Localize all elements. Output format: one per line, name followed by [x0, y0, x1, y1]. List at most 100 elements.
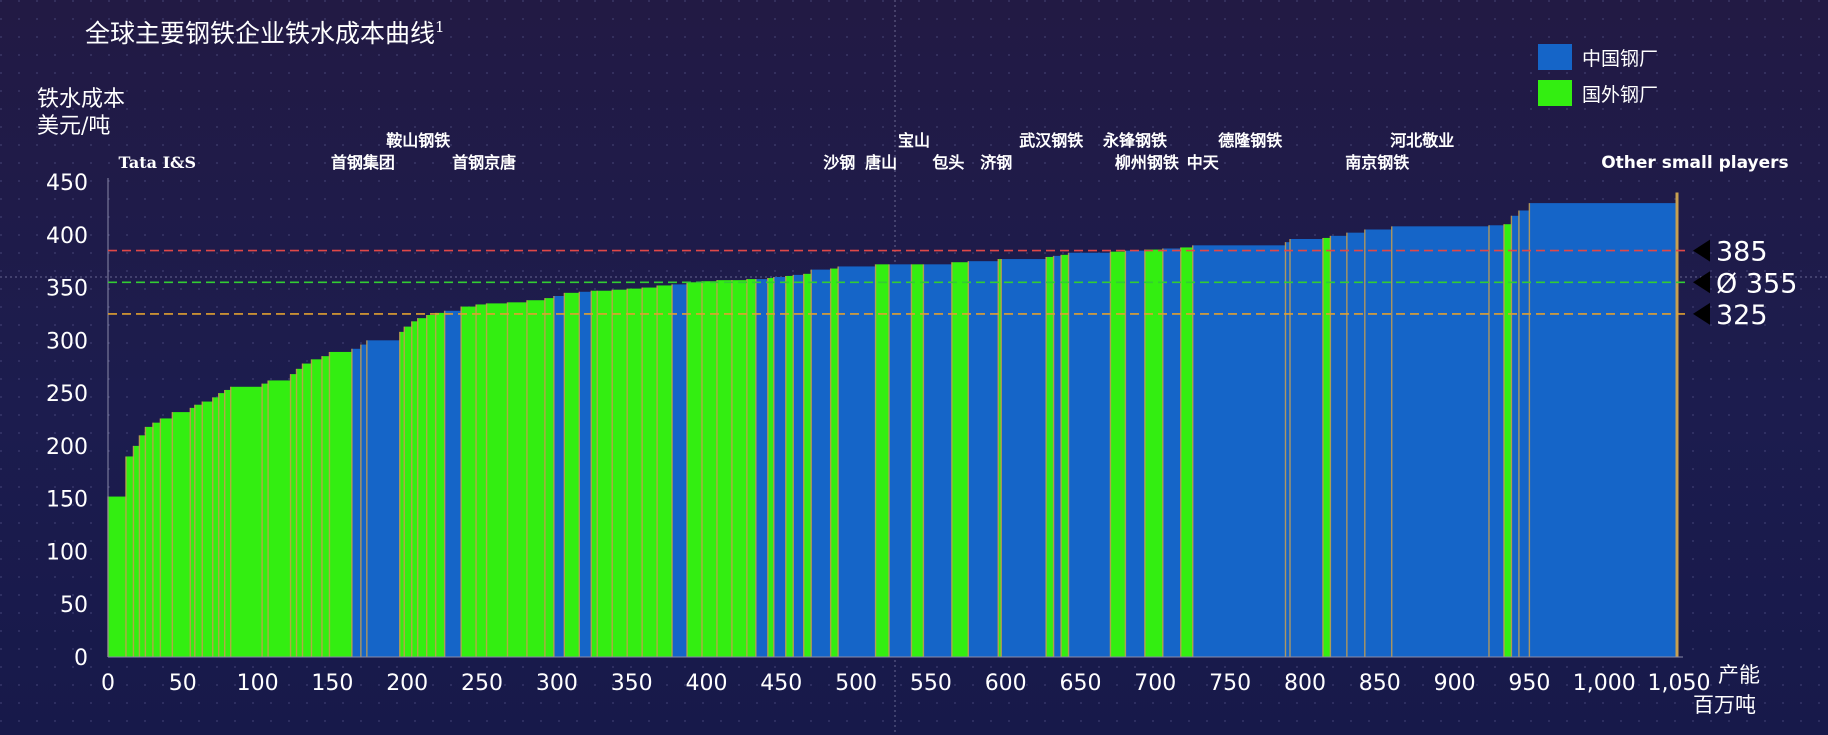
bar-segment [998, 259, 1002, 657]
bar-segment [1391, 226, 1489, 657]
y-tick-label: 350 [46, 277, 88, 302]
bar-segment [968, 261, 999, 657]
bar-segment [1180, 247, 1193, 657]
bar-segment [1046, 256, 1054, 657]
bar-segment [526, 300, 545, 657]
bar-segment [366, 340, 400, 657]
legend-swatch-foreign [1538, 80, 1572, 106]
bar-segment [1285, 242, 1290, 658]
company-label: 南京钢铁 [1345, 153, 1409, 172]
bar-segment [202, 401, 213, 657]
bar-segment [687, 282, 702, 657]
bar-segment [1192, 245, 1286, 657]
bar-segment [830, 268, 839, 657]
reference-line-label: Ø 355 [1716, 268, 1797, 299]
x-tick-label: 100 [237, 671, 279, 696]
bar-segment [133, 445, 140, 657]
bar-segment [1364, 229, 1392, 657]
bar-segment [1125, 250, 1145, 658]
bar-segment [1529, 203, 1677, 658]
bar-segment [212, 397, 219, 657]
axes-layer: 0 50 100 150 200 250 300 350 400 450 0 50 100 150 200 2… [46, 171, 1710, 696]
company-label: 宝山 [898, 131, 930, 150]
bar-segment [564, 292, 580, 657]
y-tick-label: 150 [46, 488, 88, 513]
bar-segment [1322, 237, 1331, 657]
company-label: 河北敬业 [1390, 131, 1454, 150]
bar-segment [731, 280, 747, 657]
bar-segment [125, 456, 134, 657]
company-label: 中天 [1187, 153, 1220, 172]
bar-segment [838, 266, 876, 657]
legend: 中国钢厂 国外钢厂 [1538, 44, 1658, 106]
bar-segment [627, 288, 643, 657]
bar-segment [1144, 249, 1163, 657]
bar-segment [476, 304, 487, 657]
company-label: Tata I&S [119, 153, 197, 172]
bar-segment [773, 277, 786, 657]
bar-segment [657, 285, 673, 657]
legend-label-foreign: 国外钢厂 [1582, 84, 1658, 106]
bar-segment [701, 281, 717, 657]
bar-segment [793, 274, 804, 657]
x-axis-title: 产能 [1718, 663, 1760, 687]
bar-segment [507, 302, 527, 657]
x-tick-label: 600 [985, 671, 1027, 696]
bar-segment [1503, 224, 1512, 657]
bar-segment [486, 303, 508, 657]
bar-segment [172, 412, 191, 657]
bar-segment [145, 426, 153, 657]
bar-segment [811, 269, 831, 657]
bar-segment [1511, 215, 1519, 657]
reference-line-label: 385 [1716, 237, 1768, 268]
bar-segment [803, 273, 812, 657]
x-tick-label: 50 [169, 671, 197, 696]
bars-layer [107, 192, 1679, 658]
bar-segment [311, 359, 322, 657]
y-tick-label: 300 [46, 329, 88, 354]
bar-segment [1518, 210, 1530, 657]
chart-title-main: 全球主要钢铁企业铁水成本曲线 [85, 19, 435, 48]
x-tick-label: 550 [910, 671, 952, 696]
bar-segment [1110, 251, 1126, 658]
bar-segment [785, 275, 794, 657]
company-label: 包头 [932, 153, 964, 172]
company-label: 济钢 [980, 153, 1012, 172]
bar-segment [544, 298, 554, 657]
company-label: 首钢京唐 [452, 153, 516, 172]
x-tick-label: 500 [835, 671, 877, 696]
bar-segment [1068, 252, 1111, 657]
bar-segment [290, 374, 297, 657]
x-tick-label: 800 [1284, 671, 1326, 696]
bar-segment [426, 315, 436, 657]
y-tick-label: 200 [46, 435, 88, 460]
bar-segment [435, 312, 445, 657]
bar-segment [194, 404, 203, 657]
reference-marker-triangle [1693, 271, 1710, 294]
bar-segment [755, 279, 768, 657]
x-tick-label: 450 [760, 671, 802, 696]
legend-label-china: 中国钢厂 [1582, 48, 1658, 70]
bar-segment [108, 496, 126, 657]
reference-marker-triangle [1693, 239, 1710, 262]
bar-segment [612, 289, 628, 657]
bar-segment [579, 291, 592, 657]
bar-segment [889, 264, 912, 657]
chart-title: 全球主要钢铁企业铁水成本曲线1 [85, 18, 445, 48]
bar-segment [911, 264, 924, 657]
company-label: 永锋钢铁 [1102, 131, 1167, 150]
x-axis-unit: 百万吨 [1693, 693, 1756, 717]
bar-segment [1488, 225, 1504, 657]
bar-segment [1289, 239, 1323, 657]
chart-title-superscript: 1 [435, 18, 445, 36]
bar-segment [218, 393, 225, 657]
y-tick-label: 450 [46, 171, 88, 196]
bar-segment [139, 435, 146, 657]
x-tick-label: 1,000 [1573, 671, 1636, 696]
bar-segment [302, 363, 312, 657]
company-label: 鞍山钢铁 [386, 131, 450, 150]
bar-segment [411, 321, 418, 657]
bar-segment [1346, 232, 1365, 658]
